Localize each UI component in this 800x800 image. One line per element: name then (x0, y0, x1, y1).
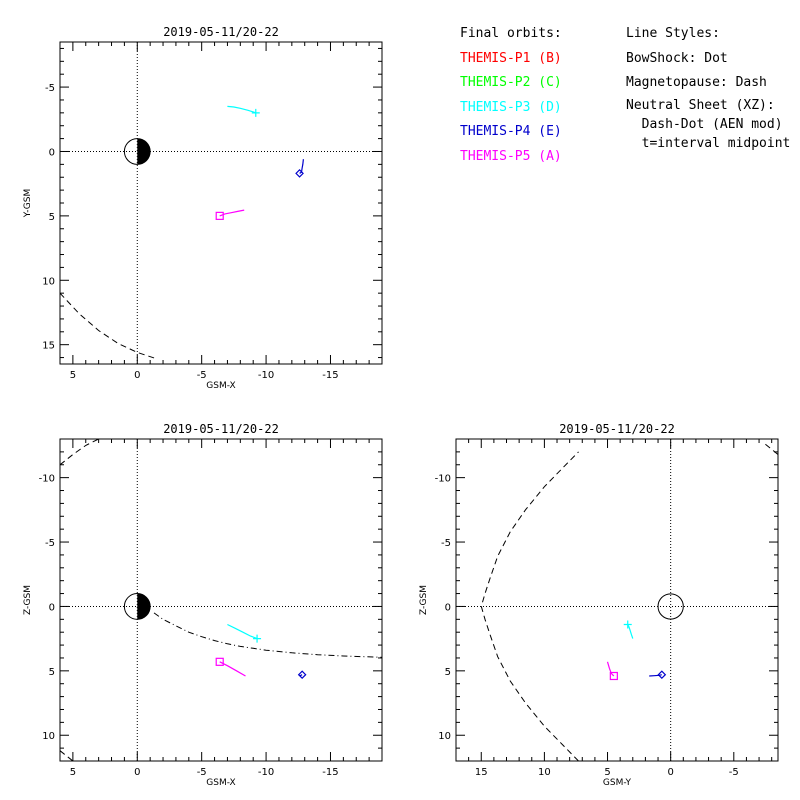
earth-icon (123, 593, 151, 620)
boundary-dash-2 (60, 750, 74, 761)
chart-title: 2019-05-11/20-22 (559, 422, 675, 436)
y-tick-label: 0 (49, 147, 55, 158)
diamond-marker (657, 670, 667, 680)
plot-frame (455, 438, 779, 762)
orbit-track-plus (227, 623, 258, 640)
y-axis-label: Z-GSM (419, 585, 429, 615)
diamond-marker (295, 169, 304, 178)
plot-area (60, 439, 382, 761)
x-tick-label: 10 (538, 767, 551, 778)
y-tick-label: 10 (42, 276, 55, 287)
line-style-3: Neutral Sheet (XZ): (626, 97, 775, 113)
diamond-marker (297, 670, 307, 680)
chart-title: 2019-05-11/20-22 (163, 25, 279, 39)
x-tick-label: 5 (70, 370, 76, 381)
x-tick-label: -5 (729, 767, 739, 778)
line-style-5: t=interval midpoint (626, 135, 791, 151)
x-tick-label: -15 (322, 370, 338, 381)
boundary-dash-0 (60, 292, 157, 360)
final-orbits-legend: Final orbits: THEMIS-P1 (B) THEMIS-P2 (C)… (460, 22, 562, 169)
x-tick-label: -5 (197, 370, 207, 381)
plus-marker (251, 108, 260, 117)
x-tick-label: -10 (258, 767, 274, 778)
plus-marker (253, 634, 262, 643)
earth-night-side (137, 138, 151, 165)
plot-frame (59, 41, 383, 365)
x-axis-label: GSM-X (206, 778, 235, 788)
y-tick-label: 5 (49, 212, 55, 223)
orbit-track-plus (627, 624, 634, 639)
boundary-dash-1 (60, 439, 99, 466)
y-axis-label: Y-GSM (23, 189, 33, 218)
chart-xz: 5 0 -5 -10 -15 -10 -5 0 5 10 2019-05-11/20-22 GSM-X… (23, 422, 383, 788)
x-tick-label: -15 (322, 767, 338, 778)
square-marker (609, 671, 618, 681)
orbit-track-plus (227, 105, 256, 114)
line-style-2: Magnetopause: Dash (626, 75, 767, 90)
x-tick-label: -5 (197, 767, 207, 778)
square-marker (215, 211, 224, 220)
legend-item-2: THEMIS-P2 (C) (460, 75, 562, 90)
orbit-track-square (606, 661, 615, 677)
chart-yz: 15 10 5 0 -5 -10 -5 0 5 10 2019-05-11/20-22 GSM-Y Z-… (419, 422, 779, 788)
plus-marker (623, 620, 632, 629)
legend-item-1: THEMIS-P1 (B) (460, 50, 562, 66)
y-tick-label: -5 (45, 83, 55, 94)
y-tick-label: -5 (441, 538, 451, 549)
line-style-1: BowShock: Dot (626, 50, 728, 66)
y-tick-label: 10 (42, 731, 55, 742)
legend-item-3: THEMIS-P3 (D) (460, 99, 562, 115)
chart-title: 2019-05-11/20-22 (163, 422, 279, 436)
x-tick-label: 0 (667, 767, 673, 778)
earth-icon (657, 593, 684, 620)
y-tick-label: 5 (445, 667, 451, 678)
earth-icon (123, 138, 151, 165)
plot-area (456, 439, 778, 761)
y-tick-label: 10 (438, 731, 451, 742)
legend-item-4: THEMIS-P4 (E) (460, 124, 562, 139)
square-marker (215, 657, 224, 666)
final-orbits-heading: Final orbits: (460, 26, 562, 41)
boundary-dash-1 (765, 443, 778, 455)
y-tick-label: 5 (49, 667, 55, 678)
y-tick-label: -5 (45, 538, 55, 549)
x-axis-label: GSM-Y (603, 778, 632, 788)
y-tick-label: 0 (445, 602, 451, 613)
boundary-dash-0 (480, 451, 579, 761)
y-tick-label: 0 (49, 602, 55, 613)
y-tick-label: -10 (435, 474, 451, 485)
plot-area (60, 42, 382, 364)
x-tick-label: 0 (134, 767, 140, 778)
x-tick-label: 0 (134, 370, 140, 381)
plot-frame (59, 438, 383, 762)
earth-night-side (137, 593, 151, 620)
x-tick-label: -10 (258, 370, 274, 381)
x-tick-label: 15 (475, 767, 488, 778)
x-axis-label: GSM-X (206, 381, 235, 391)
line-style-4: Dash-Dot (AEN mod) (626, 116, 783, 132)
line-styles-legend: Line Styles: BowShock: Dot Magnetopause:… (626, 22, 790, 153)
line-styles-heading: Line Styles: (626, 26, 720, 41)
x-tick-label: 5 (70, 767, 76, 778)
boundary-dashdot-0 (153, 612, 382, 658)
orbit-track-diamond (299, 159, 304, 174)
chart-xy: 5 0 -5 -10 -15 -5 0 5 10 15 2019-05-11/20-22 GSM-X Y… (23, 25, 383, 391)
x-tick-label: 5 (604, 767, 610, 778)
y-axis-label: Z-GSM (23, 585, 33, 615)
y-tick-label: 15 (42, 341, 55, 352)
orbit-track-diamond (649, 674, 662, 677)
legend-item-5: THEMIS-P5 (A) (460, 148, 562, 164)
y-tick-label: -10 (39, 474, 55, 485)
